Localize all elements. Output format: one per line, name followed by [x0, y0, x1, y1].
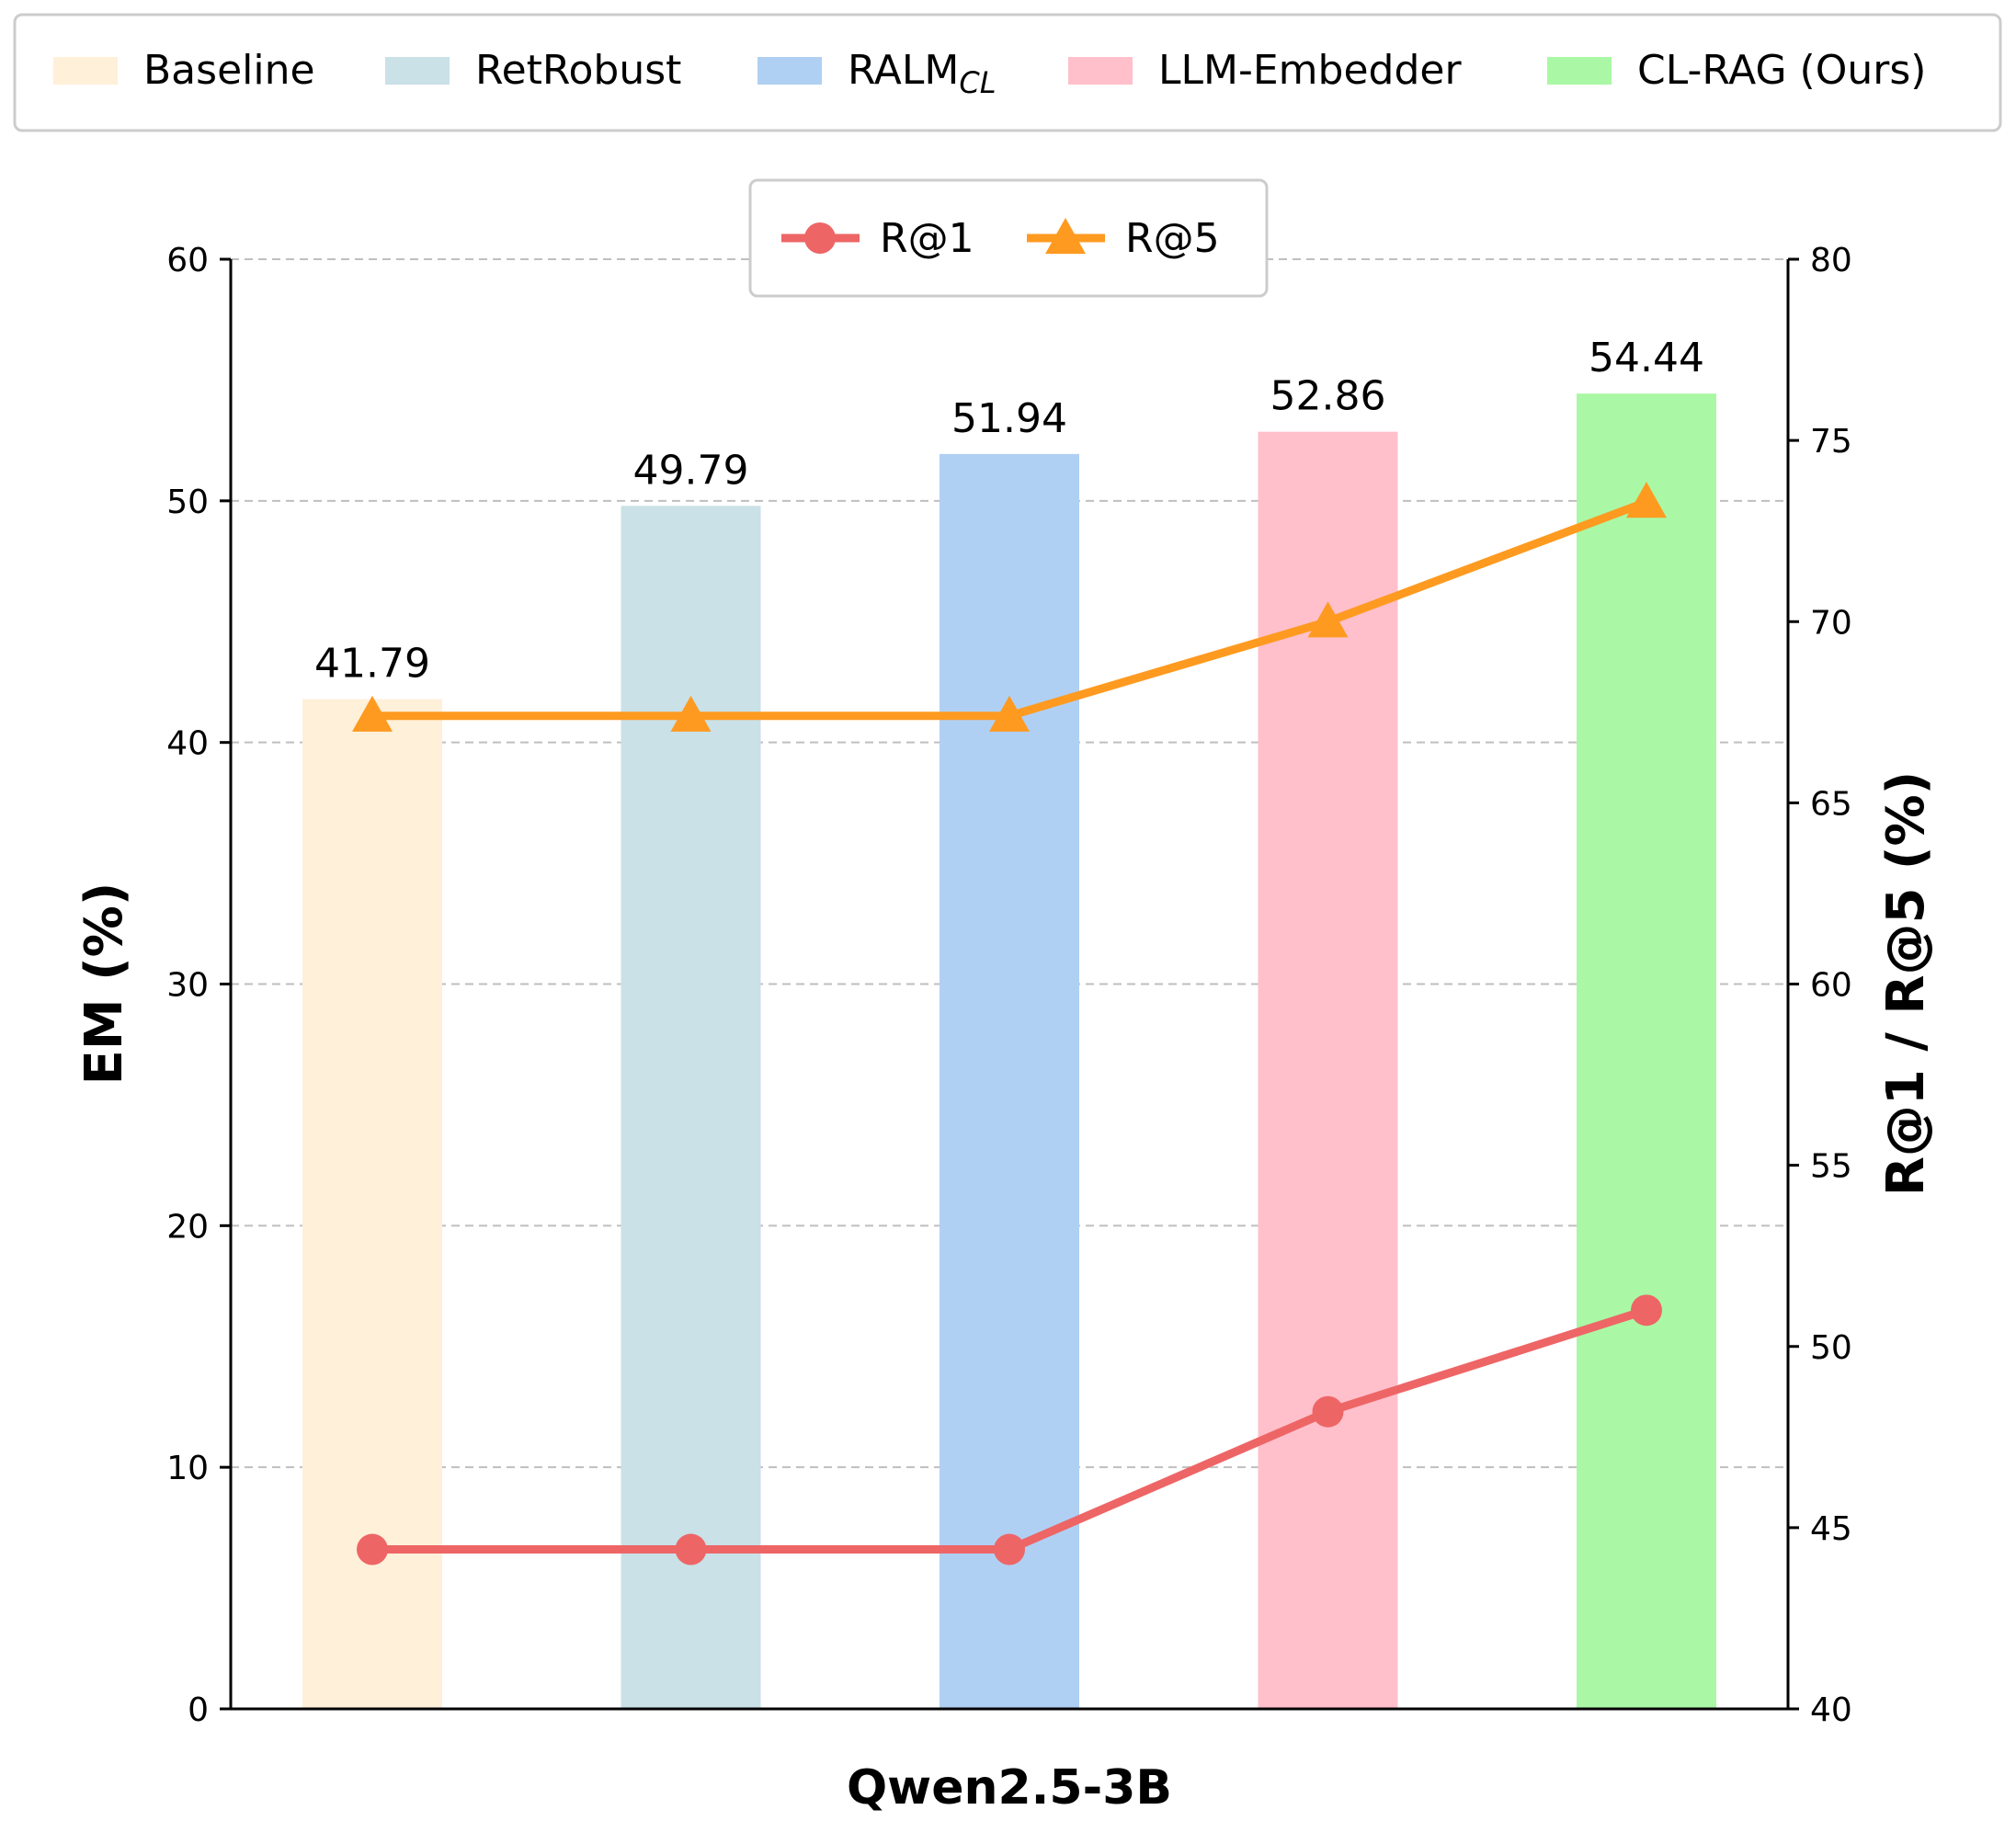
series-point	[1631, 1294, 1662, 1326]
y-axis-label: EM (%)	[74, 882, 134, 1086]
line-legend-frame	[748, 178, 1269, 298]
line-legend: R@1 R@5	[748, 178, 1269, 298]
bar-legend-item: RALMCL	[757, 47, 997, 100]
y2-tick-label: 70	[1810, 604, 1852, 642]
y-tick-label: 0	[188, 1691, 209, 1729]
bar-value-label: 49.79	[633, 447, 749, 494]
bar-legend-label: RALMCL	[848, 47, 997, 100]
series-point	[1307, 601, 1349, 638]
line-legend-label: R@5	[1125, 215, 1220, 262]
bar-legend-item: Baseline	[53, 47, 315, 94]
y2-tick-label: 55	[1810, 1148, 1852, 1186]
y-tick-label: 60	[166, 242, 209, 279]
bar-value-label: 51.94	[951, 395, 1067, 442]
y2-tick-label: 40	[1810, 1691, 1852, 1729]
bar-legend-frame	[13, 13, 2002, 132]
line-legend-label: R@1	[880, 215, 974, 262]
y2-tick-label: 50	[1810, 1329, 1852, 1367]
series-point	[352, 695, 393, 732]
right-axis-ticks: 40 45 50 55 60 65 70 75 80	[1788, 242, 1852, 1729]
y-tick-label: 50	[166, 484, 209, 521]
bar-legend-item: LLM-Embedder	[1068, 47, 1462, 94]
bar-legend-swatch	[1068, 57, 1133, 85]
bar-2	[940, 453, 1079, 1710]
bar-legend-swatch	[53, 57, 118, 85]
y-tick-label: 40	[166, 725, 209, 763]
bars	[302, 393, 1716, 1710]
bar-value-label: 52.86	[1270, 373, 1386, 420]
line-legend-item: R@1	[781, 215, 974, 262]
line-legend-marker	[1045, 218, 1086, 255]
series-point	[357, 1533, 388, 1565]
x-axis-label: Qwen2.5-3B	[847, 1760, 1172, 1816]
line-legend-item: R@5	[1027, 215, 1220, 262]
bar-legend-label: Baseline	[143, 47, 315, 94]
bar-legend-swatch	[385, 57, 450, 85]
bar-legend-swatch	[757, 57, 822, 85]
bar-4	[1577, 393, 1716, 1709]
line-legend-marker	[804, 222, 836, 254]
y2-tick-label: 80	[1810, 242, 1852, 279]
series-point	[994, 1533, 1025, 1565]
bar-legend: Baseline RetRobust RALMCL LLM-Embedder CL-RA…	[13, 13, 2002, 132]
y-tick-label: 20	[166, 1208, 209, 1246]
y-tick-label: 30	[166, 967, 209, 1005]
bar-legend-label: LLM-Embedder	[1158, 47, 1462, 94]
y2-tick-label: 60	[1810, 967, 1852, 1005]
bar-value-labels: 41.79 49.79 51.94 52.86 54.44	[314, 335, 1704, 687]
bar-value-label: 54.44	[1589, 335, 1704, 381]
series-R@1	[357, 1294, 1662, 1565]
bar-legend-item: RetRobust	[385, 47, 681, 94]
series-point	[675, 1533, 707, 1565]
bar-legend-item: CL-RAG (Ours)	[1547, 47, 1926, 94]
y2-tick-label: 45	[1810, 1510, 1852, 1548]
series-point	[1312, 1395, 1344, 1428]
series-point	[989, 695, 1030, 732]
y-tick-label: 10	[166, 1450, 209, 1487]
bar-legend-label: RetRobust	[475, 47, 681, 94]
line-series	[352, 482, 1667, 1565]
y2-tick-label: 65	[1810, 785, 1852, 823]
bar-3	[1258, 431, 1398, 1710]
left-axis-ticks: 0 10 20 30 40 50 60	[166, 242, 231, 1729]
y2-tick-label: 75	[1810, 423, 1852, 461]
series-R@5	[352, 482, 1667, 732]
y2-axis-label: R@1 / R@5 (%)	[1876, 771, 1936, 1196]
bar-legend-swatch	[1547, 57, 1612, 85]
series-point	[670, 695, 712, 732]
bar-legend-label: CL-RAG (Ours)	[1637, 47, 1926, 94]
bar-1	[621, 506, 761, 1710]
series-point	[1626, 482, 1667, 518]
bar-value-label: 41.79	[314, 641, 430, 688]
